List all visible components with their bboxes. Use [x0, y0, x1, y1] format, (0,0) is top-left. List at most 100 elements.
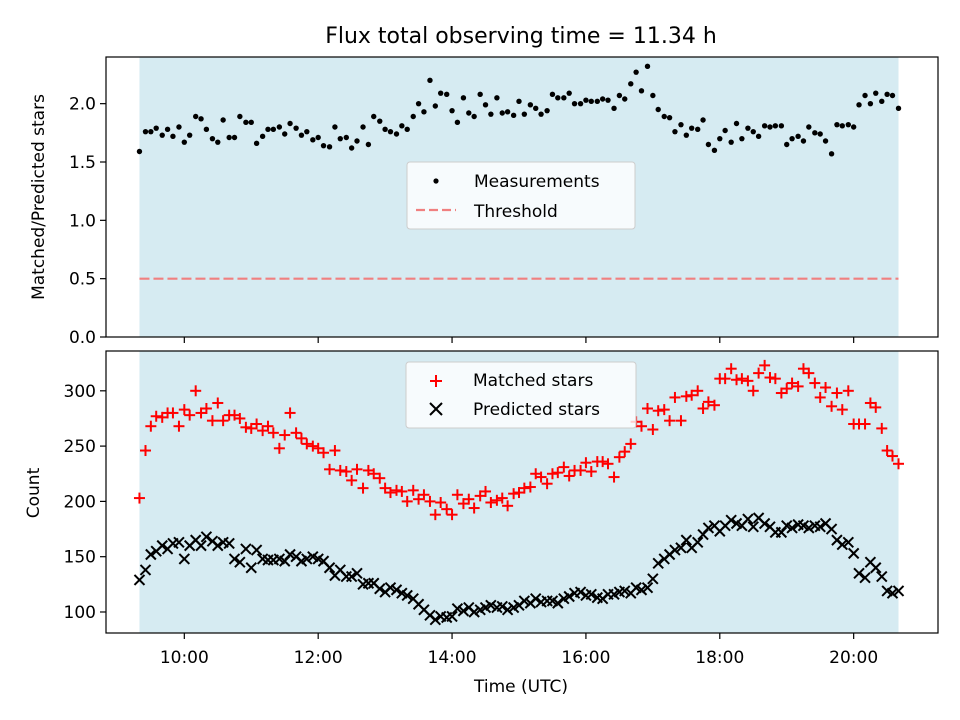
bottom-y-axis-label: Count [24, 467, 44, 518]
bottom-y-tick-label: 250 [64, 437, 96, 457]
measurements-series [136, 63, 902, 157]
bottom-y-tick-label: 100 [64, 603, 96, 623]
measurement-point [259, 133, 266, 140]
matched-star-point [384, 487, 396, 499]
matched-star-point [881, 445, 893, 457]
bottom-legend: Matched stars Predicted stars [405, 361, 637, 429]
matched-star-point [307, 440, 319, 452]
matched-star-point [508, 488, 520, 500]
x-tick-label: 10:00 [160, 648, 209, 668]
top-legend-box [406, 161, 636, 230]
bottom-legend-box [405, 361, 637, 429]
top-y-tick-label: 0.0 [69, 328, 96, 348]
measurement-point [348, 145, 355, 151]
matched-star-point [546, 468, 558, 480]
predicted-star-point [742, 513, 754, 525]
measurement-point [733, 120, 740, 127]
measurement-point [544, 107, 550, 114]
measurement-point [415, 100, 422, 107]
matched-star-point [652, 405, 664, 417]
matched-star-point [485, 497, 497, 509]
bottom-y-axis-ticks: 100 150 200 250 300 [64, 382, 106, 623]
matched-star-point [558, 461, 570, 473]
matched-star-point [692, 385, 704, 397]
matched-star-point [809, 377, 821, 389]
measurement-point [577, 100, 584, 107]
matched-star-point [502, 500, 514, 512]
measurement-point [449, 107, 455, 114]
measurement-point [220, 117, 226, 123]
measurement-point [800, 138, 807, 144]
matched-star-point [893, 458, 905, 470]
measurement-point [326, 144, 333, 150]
matched-stars-series [133, 359, 905, 521]
measurement-point [148, 128, 154, 135]
measurement-point [421, 109, 427, 115]
predicted-star-point [139, 564, 152, 576]
matched-star-point [518, 482, 530, 494]
matched-star-point [240, 421, 252, 433]
matched-star-point [424, 495, 436, 507]
measurement-point [215, 139, 221, 145]
matched-star-point [468, 502, 480, 514]
measurement-point [722, 127, 728, 134]
matched-star-point [786, 377, 798, 389]
measurement-point [404, 126, 410, 133]
measurement-point [784, 141, 790, 148]
measurement-point [443, 91, 450, 98]
measurement-point [499, 110, 505, 116]
matched-star-point [480, 485, 492, 497]
matched-star-point [418, 489, 430, 501]
measurement-point [666, 114, 673, 121]
matched-star-point [396, 485, 408, 497]
matched-star-point [535, 471, 547, 483]
predicted-star-point [501, 604, 514, 616]
x-axis-label: Time (UTC) [473, 677, 568, 697]
matched-star-point [831, 387, 843, 399]
predicted-star-point [747, 521, 759, 533]
matched-star-point [575, 464, 587, 476]
matched-star-point [329, 445, 341, 457]
measurement-point [889, 92, 896, 99]
predicted-star-point [145, 548, 157, 561]
predicted-star-point [468, 606, 480, 618]
matched-star-point [133, 492, 145, 504]
matched-star-point [725, 363, 737, 375]
x-tick-label: 18:00 [695, 648, 744, 668]
measurement-point [755, 133, 762, 140]
measurement-point [812, 130, 818, 136]
measurement-point [867, 100, 874, 107]
matched-star-point [262, 420, 274, 432]
measurement-point [705, 141, 712, 148]
predicted-star-point [669, 544, 681, 556]
legend-marker-predicted [429, 402, 443, 416]
measurement-point [293, 125, 299, 131]
predicted-star-point [635, 584, 648, 596]
measurement-point [583, 97, 589, 103]
measurement-point [170, 133, 176, 140]
measurement-point [778, 123, 785, 129]
matched-star-point [267, 427, 279, 439]
measurement-point [633, 69, 639, 75]
measurement-point [488, 111, 494, 117]
matched-star-point [491, 494, 503, 506]
measurement-point [287, 120, 293, 127]
predicted-stars-series [133, 512, 905, 626]
measurement-point [789, 135, 795, 142]
predicted-star-point [451, 602, 464, 615]
measurement-point [460, 95, 467, 101]
matched-star-point [139, 445, 151, 457]
x-tick-label: 20:00 [829, 648, 878, 668]
matched-star-point [295, 432, 307, 444]
matched-star-point [496, 492, 508, 504]
measurement-point [504, 109, 511, 115]
x-tick-label: 12:00 [294, 648, 343, 668]
predicted-star-point [485, 599, 497, 612]
measurement-point [203, 126, 210, 133]
matched-star-point [563, 470, 575, 482]
measurement-point [343, 134, 349, 141]
predicted-star-point [574, 586, 587, 598]
matched-star-point [301, 438, 313, 450]
measurement-point [393, 131, 400, 137]
measurement-point [628, 81, 634, 87]
